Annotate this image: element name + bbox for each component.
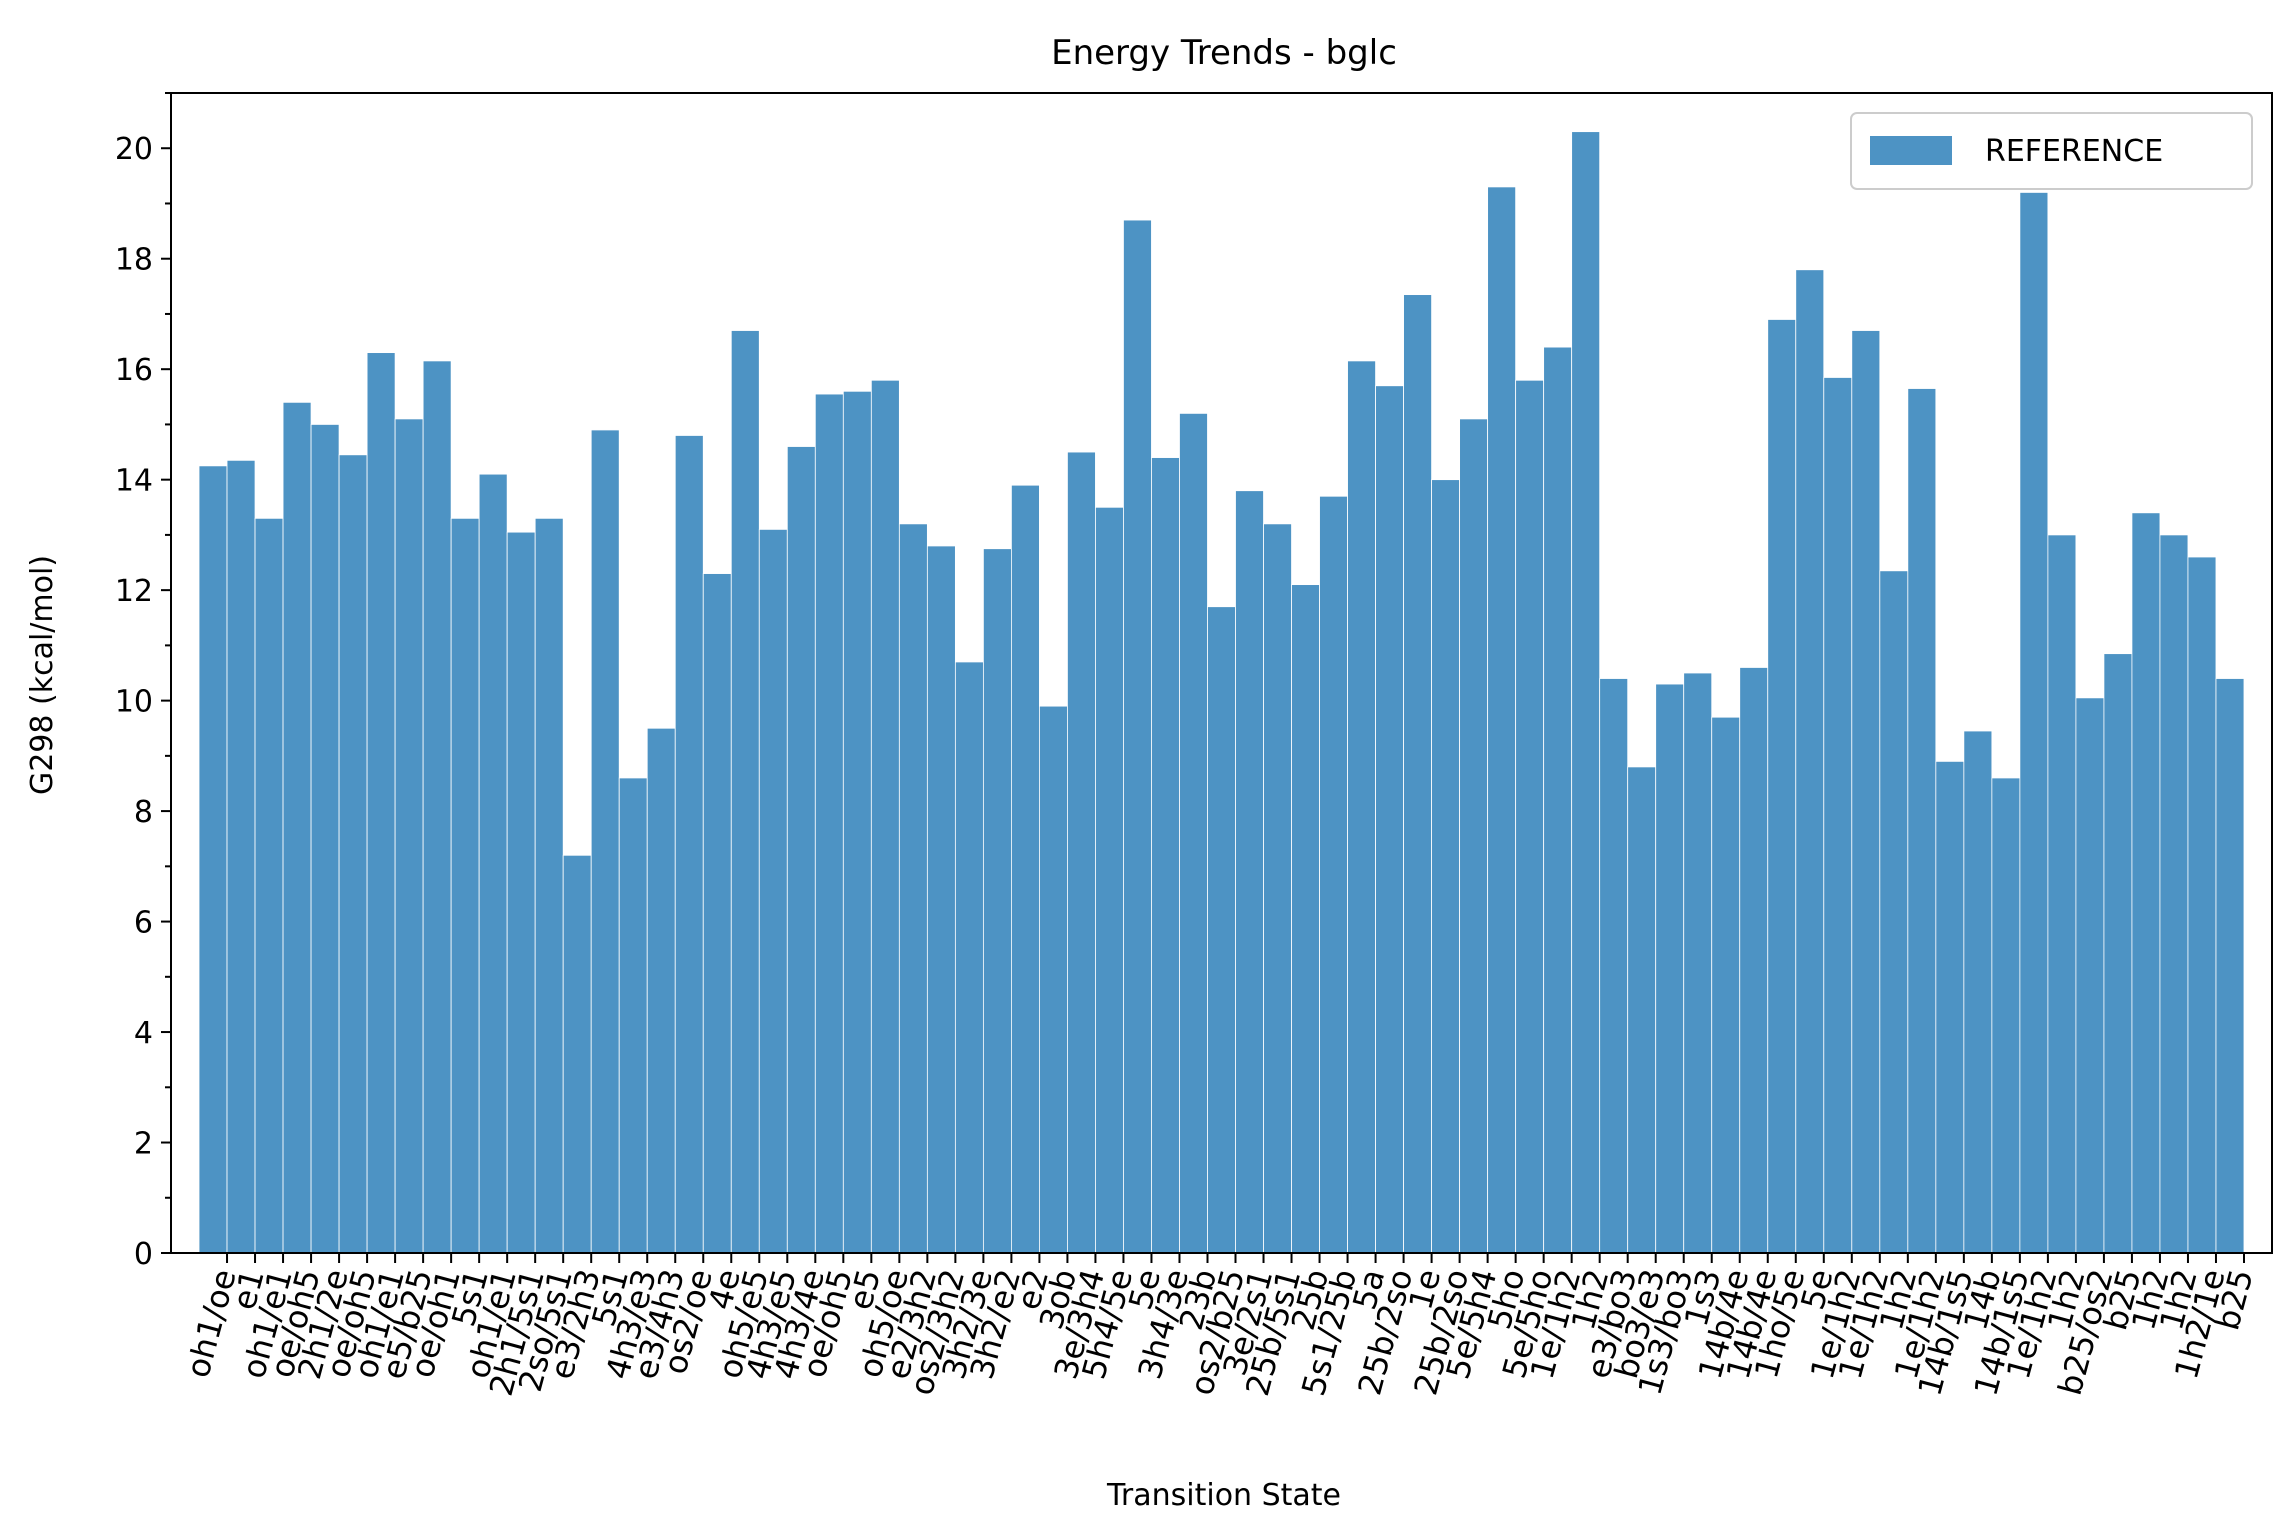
bar-10 (478, 473, 508, 1254)
y-axis-ticks: 0 2 4 6 8 10 12 14 16 18 20 (115, 92, 171, 1272)
bar-70 (2159, 534, 2189, 1254)
bars-group (198, 131, 2245, 1254)
bar-5 (338, 454, 368, 1254)
y-tick-label: 2 (134, 1127, 153, 1162)
y-tick-label: 12 (115, 574, 153, 609)
bar-32 (1095, 506, 1124, 1254)
bar-45 (1459, 418, 1489, 1254)
bar-63 (1963, 730, 1993, 1254)
bar-28 (982, 548, 1012, 1254)
bar-31 (1067, 451, 1096, 1254)
y-tick-label: 16 (115, 353, 153, 388)
bar-71 (2187, 556, 2217, 1254)
bar-50 (1599, 678, 1629, 1254)
bar-14 (590, 429, 620, 1254)
bar-56 (1767, 319, 1797, 1254)
x-axis-label: Transition State (1106, 1478, 1341, 1513)
bar-43 (1403, 294, 1433, 1254)
axes-frame (170, 92, 2273, 1254)
bar-36 (1207, 606, 1236, 1254)
bar-27 (954, 661, 984, 1254)
bar-46 (1487, 186, 1517, 1254)
bar-55 (1739, 667, 1769, 1254)
legend: REFERENCE (1850, 112, 2253, 190)
bar-47 (1515, 379, 1545, 1254)
bar-17 (674, 435, 704, 1254)
bar-3 (282, 401, 312, 1254)
bar-61 (1907, 388, 1937, 1254)
legend-swatch-reference (1870, 136, 1952, 165)
bar-66 (2047, 534, 2077, 1254)
bar-49 (1571, 131, 1601, 1254)
chart-title: Energy Trends - bglc (1051, 33, 1397, 73)
bar-68 (2103, 653, 2133, 1254)
bar-7 (394, 418, 424, 1254)
bar-35 (1179, 412, 1208, 1254)
bar-69 (2131, 512, 2161, 1254)
y-tick-label: 6 (134, 906, 153, 941)
bar-44 (1431, 479, 1461, 1254)
x-axis-ticks: oh1/oee1oh1/e1oe/oh52h1/2eoe/oh5oh1/e1e5… (179, 1253, 2261, 1400)
bar-67 (2075, 697, 2105, 1254)
bar-15 (618, 777, 648, 1254)
bar-62 (1935, 760, 1965, 1254)
y-tick-label: 14 (115, 464, 153, 499)
bar-58 (1823, 377, 1853, 1254)
bar-21 (786, 446, 816, 1254)
legend-box (1850, 112, 2253, 190)
y-tick-label: 18 (115, 243, 153, 278)
y-tick-label: 0 (134, 1237, 153, 1272)
bar-53 (1683, 672, 1713, 1254)
bar-64 (1991, 777, 2021, 1254)
bar-30 (1039, 705, 1068, 1254)
bar-72 (2215, 678, 2245, 1254)
bar-29 (1011, 484, 1040, 1254)
bar-9 (450, 517, 480, 1254)
y-tick-label: 8 (134, 795, 153, 830)
bar-52 (1655, 683, 1685, 1254)
bar-34 (1151, 457, 1180, 1254)
bar-20 (758, 528, 788, 1254)
legend-label-reference: REFERENCE (1985, 134, 2163, 169)
bar-1 (226, 459, 256, 1254)
bar-2 (254, 517, 284, 1254)
y-axis-label: G298 (kcal/mol) (25, 555, 60, 795)
bar-42 (1375, 385, 1404, 1254)
bar-4 (310, 424, 340, 1254)
bar-57 (1795, 269, 1825, 1254)
bar-8 (422, 360, 452, 1254)
bar-59 (1851, 330, 1881, 1254)
bar-37 (1235, 490, 1264, 1254)
bar-24 (870, 379, 900, 1254)
bar-11 (506, 531, 536, 1254)
bar-19 (730, 330, 760, 1254)
bar-51 (1627, 766, 1657, 1254)
bar-6 (366, 352, 396, 1254)
bar-48 (1543, 346, 1573, 1254)
bar-25 (898, 523, 928, 1254)
bar-41 (1347, 360, 1376, 1254)
bar-38 (1263, 523, 1292, 1254)
bar-60 (1879, 570, 1909, 1254)
bar-22 (814, 393, 844, 1254)
bar-33 (1123, 219, 1152, 1254)
bar-16 (646, 727, 676, 1254)
y-tick-label: 20 (115, 132, 153, 167)
bar-13 (562, 854, 592, 1254)
bar-23 (842, 390, 872, 1254)
bar-12 (534, 517, 564, 1254)
bar-26 (926, 545, 956, 1254)
bar-39 (1291, 584, 1320, 1254)
bar-18 (702, 573, 732, 1254)
y-tick-label: 4 (134, 1016, 153, 1051)
bar-40 (1319, 495, 1348, 1254)
y-tick-label: 10 (115, 685, 153, 720)
bar-54 (1711, 716, 1741, 1254)
bar-0 (198, 465, 228, 1254)
bar-65 (2019, 192, 2049, 1254)
